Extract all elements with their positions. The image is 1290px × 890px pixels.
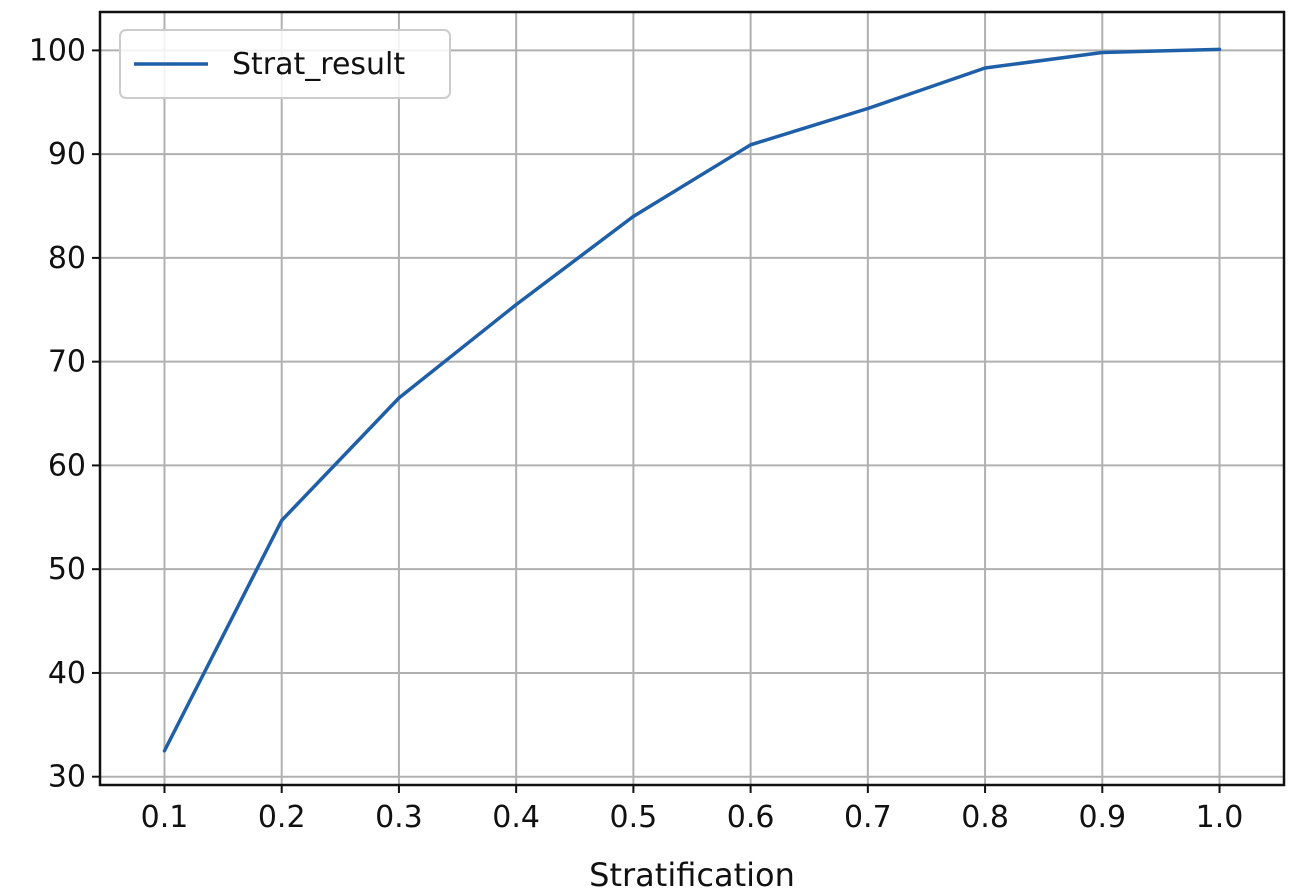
y-tick-label: 30 [48, 760, 86, 795]
y-tick-label: 80 [48, 241, 86, 276]
x-tick-label: 0.8 [961, 800, 1009, 835]
x-tick-label: 0.7 [844, 800, 892, 835]
x-tick-label: 0.9 [1078, 800, 1126, 835]
data-point [749, 143, 753, 147]
legend-label: Strat_result [232, 47, 405, 82]
x-tick-label: 0.2 [258, 800, 306, 835]
data-point [162, 749, 166, 753]
legend-box [119, 29, 451, 99]
x-tick-label: 0.6 [727, 800, 775, 835]
data-point [1100, 50, 1104, 54]
x-tick-label: 0.4 [492, 800, 540, 835]
grid [100, 12, 1284, 785]
x-tick-label: 0.1 [141, 800, 189, 835]
data-point [983, 66, 987, 70]
series-line [162, 47, 1222, 753]
x-tick-label: 0.5 [610, 800, 658, 835]
y-tick-label: 70 [48, 345, 86, 380]
ticks: 0.1 0.2 0.3 0.4 0.5 0.6 0.7 0.8 0.9 1.0 30 40 50 60 70… [29, 33, 1244, 835]
x-tick-label: 1.0 [1196, 800, 1244, 835]
plot-frame [98, 10, 1286, 787]
y-tick-label: 100 [29, 33, 86, 68]
x-tick-label: 0.3 [375, 800, 423, 835]
data-point [1218, 47, 1222, 51]
data-point [280, 518, 284, 522]
y-tick-label: 40 [48, 656, 86, 691]
data-point [866, 106, 870, 110]
y-tick-label: 90 [48, 137, 86, 172]
legend: Strat_result [119, 29, 451, 99]
series-layer [162, 47, 1222, 753]
data-point [514, 303, 518, 307]
data-point [397, 396, 401, 400]
data-point [631, 214, 635, 218]
x-axis-label: Stratification [589, 856, 795, 890]
y-tick-label: 50 [48, 552, 86, 587]
y-tick-label: 60 [48, 448, 86, 483]
